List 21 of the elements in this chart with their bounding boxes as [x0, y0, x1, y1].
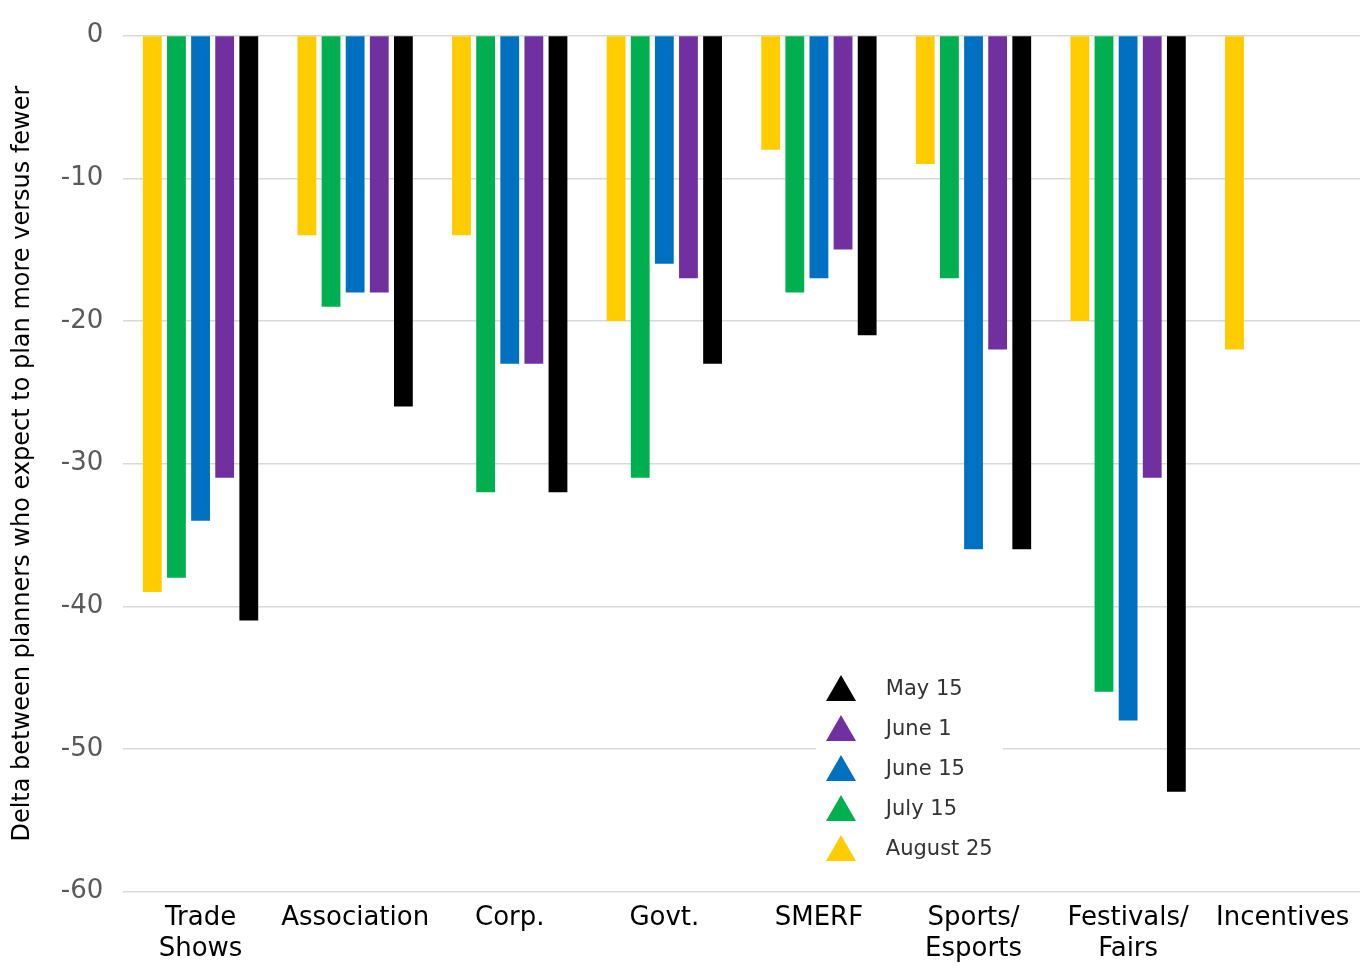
y-tick-label: 0 — [86, 18, 104, 49]
y-axis-title: Delta between planners who expect to plan more versus fewer — [6, 85, 35, 842]
x-tick-label: Trade Shows — [158, 900, 243, 963]
legend-label: June 1 — [885, 715, 952, 740]
x-tick-label: Association — [281, 900, 430, 931]
y-tick-label: -50 — [60, 731, 104, 762]
x-tick-label: Incentives — [1216, 900, 1350, 931]
x-tick-label: Govt. — [629, 900, 700, 931]
y-tick-label: -20 — [60, 303, 104, 334]
legend-label: August 25 — [885, 835, 993, 860]
legend-label: July 15 — [885, 795, 957, 820]
x-tick-label: Sports/ Esports — [925, 900, 1022, 963]
x-tick-label: Corp. — [474, 900, 545, 931]
y-tick-label: -10 — [60, 161, 104, 192]
y-tick-label: -60 — [60, 874, 104, 905]
x-tick-label: SMERF — [774, 900, 864, 931]
y-tick-label: -40 — [60, 589, 104, 620]
x-tick-label: Festivals/ Fairs — [1067, 900, 1190, 963]
legend-label: June 15 — [885, 755, 965, 780]
y-tick-label: -30 — [60, 446, 104, 477]
legend-label: May 15 — [885, 675, 963, 700]
